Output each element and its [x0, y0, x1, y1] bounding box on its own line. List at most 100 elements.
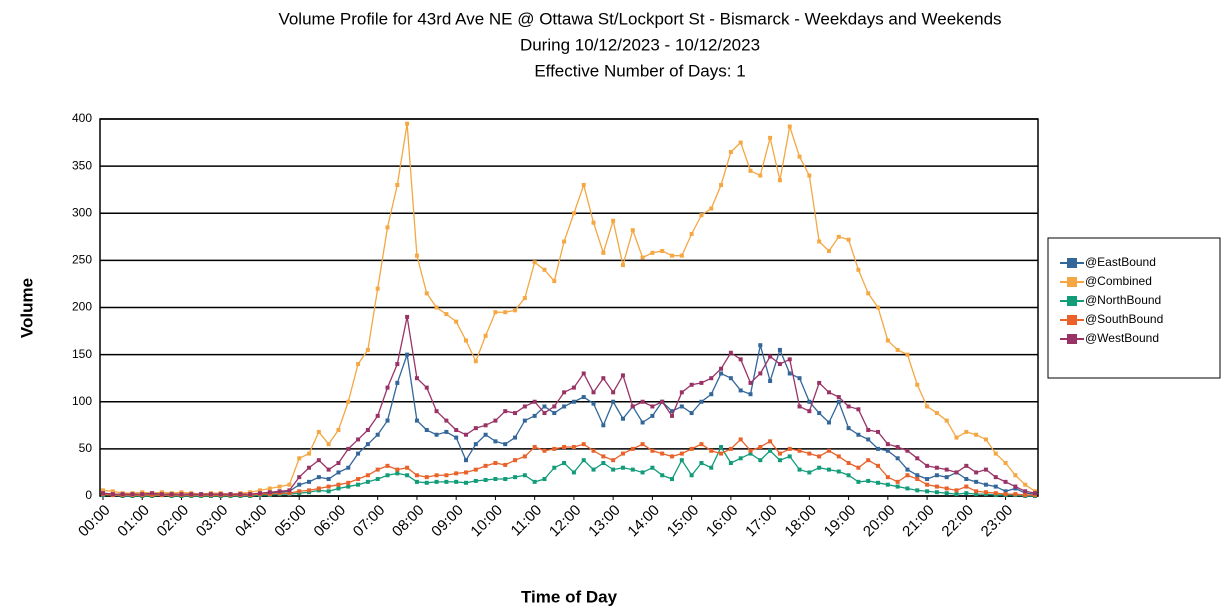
point-marker	[169, 492, 174, 497]
point-marker	[424, 428, 429, 433]
point-marker	[434, 473, 439, 478]
y-axis-label: Volume	[17, 278, 36, 338]
point-marker	[365, 479, 370, 484]
point-marker	[473, 478, 478, 483]
point-marker	[738, 456, 743, 461]
point-marker	[719, 366, 724, 371]
point-marker	[611, 467, 616, 472]
point-marker	[208, 492, 213, 497]
plot-frame	[99, 118, 1039, 497]
point-marker	[542, 411, 547, 416]
point-marker	[316, 486, 321, 491]
point-marker	[483, 423, 488, 428]
point-marker	[336, 486, 341, 491]
point-marker	[885, 338, 890, 343]
point-marker	[522, 418, 527, 423]
point-marker	[679, 253, 684, 258]
point-marker	[719, 444, 724, 449]
point-marker	[807, 470, 812, 475]
point-marker	[934, 484, 939, 489]
point-marker	[670, 454, 675, 459]
point-marker	[405, 314, 410, 319]
point-marker	[885, 475, 890, 480]
point-marker	[571, 385, 576, 390]
point-marker	[846, 404, 851, 409]
point-marker	[277, 484, 282, 489]
point-marker	[620, 416, 625, 421]
point-marker	[846, 473, 851, 478]
chart-subtitle: During 10/12/2023 - 10/12/2023	[520, 35, 760, 54]
point-marker	[414, 479, 419, 484]
point-marker	[826, 467, 831, 472]
y-tick-label: 250	[72, 253, 92, 267]
point-marker	[944, 486, 949, 491]
point-marker	[513, 411, 518, 416]
point-marker	[228, 492, 233, 497]
point-marker	[964, 484, 969, 489]
point-marker	[385, 225, 390, 230]
point-marker	[944, 491, 949, 496]
point-marker	[915, 382, 920, 387]
y-tick-label: 350	[72, 158, 92, 172]
point-marker	[768, 448, 773, 453]
point-marker	[964, 463, 969, 468]
point-marker	[993, 484, 998, 489]
point-marker	[346, 480, 351, 485]
point-marker	[719, 451, 724, 456]
point-marker	[748, 392, 753, 397]
point-marker	[620, 465, 625, 470]
point-marker	[405, 465, 410, 470]
point-marker	[817, 380, 822, 385]
point-marker	[1003, 489, 1008, 494]
point-marker	[846, 237, 851, 242]
point-marker	[944, 475, 949, 480]
point-marker	[1013, 473, 1018, 478]
point-marker	[473, 359, 478, 364]
point-marker	[375, 286, 380, 291]
point-marker	[336, 470, 341, 475]
point-marker	[552, 404, 557, 409]
point-marker	[777, 362, 782, 367]
point-marker	[836, 454, 841, 459]
point-marker	[944, 467, 949, 472]
y-tick-label: 300	[72, 205, 92, 219]
point-marker	[110, 489, 115, 494]
point-marker	[738, 388, 743, 393]
point-marker	[876, 446, 881, 451]
point-marker	[817, 239, 822, 244]
point-marker	[581, 182, 586, 187]
point-marker	[581, 458, 586, 463]
point-marker	[660, 473, 665, 478]
point-marker	[591, 467, 596, 472]
point-marker	[650, 448, 655, 453]
y-tick-label: 50	[79, 441, 93, 455]
point-marker	[983, 490, 988, 495]
point-marker	[954, 435, 959, 440]
point-marker	[101, 491, 105, 496]
point-marker	[660, 399, 665, 404]
point-marker	[895, 484, 900, 489]
point-marker	[522, 404, 527, 409]
point-marker	[179, 492, 184, 497]
point-marker	[463, 480, 468, 485]
point-marker	[532, 444, 537, 449]
point-marker	[365, 473, 370, 478]
point-marker	[856, 479, 861, 484]
point-marker	[385, 463, 390, 468]
point-marker	[728, 446, 733, 451]
point-marker	[326, 477, 331, 482]
point-marker	[699, 399, 704, 404]
point-marker	[414, 253, 419, 258]
point-marker	[297, 456, 302, 461]
point-marker	[444, 473, 449, 478]
point-marker	[463, 470, 468, 475]
point-marker	[768, 379, 773, 384]
point-marker	[532, 260, 537, 265]
point-marker	[787, 357, 792, 362]
point-marker	[679, 390, 684, 395]
point-marker	[983, 437, 988, 442]
point-marker	[974, 489, 979, 494]
point-marker	[993, 475, 998, 480]
chart-title: Volume Profile for 43rd Ave NE @ Ottawa …	[278, 9, 1001, 28]
legend-marker	[1067, 258, 1077, 268]
